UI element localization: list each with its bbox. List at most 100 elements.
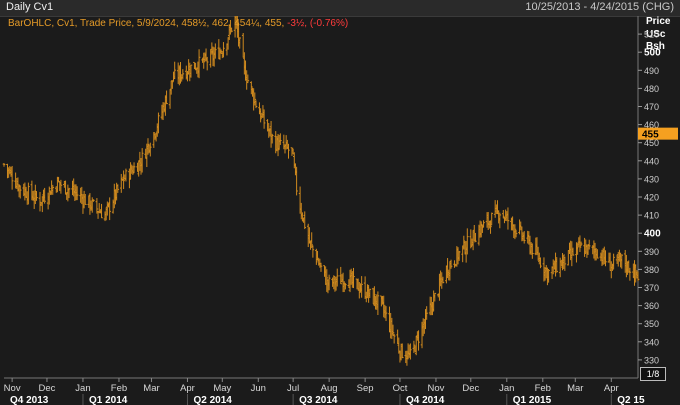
ohlc-bar <box>95 198 99 214</box>
y-tick-label: 500 <box>644 48 661 59</box>
legend-series-label: BarOHLC, Cv1, Trade Price, 5/9/2024, 458… <box>8 18 285 29</box>
ohlc-bar <box>319 262 323 272</box>
x-month-label: Aug <box>321 383 338 394</box>
y-tick-label: 480 <box>644 84 659 94</box>
ohlc-bar <box>514 230 518 238</box>
ohlc-bar <box>506 207 510 230</box>
x-month-label: Jan <box>75 383 90 394</box>
ohlc-bar <box>539 257 542 269</box>
last-price-label: 455 <box>642 130 659 141</box>
ohlc-bar <box>479 221 483 238</box>
ohlc-bar <box>108 197 111 221</box>
ohlc-bar <box>250 81 253 95</box>
y-tick-label: 430 <box>644 174 659 184</box>
ohlc-bar <box>43 187 46 204</box>
x-month-label: Sep <box>357 383 374 394</box>
ohlc-bar <box>489 220 492 234</box>
ohlc-bar <box>531 243 534 259</box>
chart-legend: BarOHLC, Cv1, Trade Price, 5/9/2024, 458… <box>8 18 348 29</box>
chart-window-title: Daily Cv1 <box>6 1 54 13</box>
ohlc-bar <box>344 283 347 290</box>
ohlc-bar <box>67 187 71 199</box>
ohlc-bar <box>303 211 307 230</box>
ohlc-bar <box>391 324 395 336</box>
x-quarter-label: Q1 2015 <box>513 395 552 405</box>
y-tick-label: 510 <box>644 30 659 40</box>
ohlc-bar <box>35 191 38 201</box>
ohlc-bar <box>433 292 437 302</box>
ohlc-bar <box>417 330 420 351</box>
ohlc-bar <box>214 43 217 59</box>
x-month-label: Feb <box>535 383 551 394</box>
ohlc-bar <box>259 108 262 123</box>
x-quarter-label: Q4 2014 <box>406 395 445 405</box>
x-month-label: Mar <box>143 383 159 394</box>
ohlc-bar <box>628 267 632 281</box>
ohlc-bar <box>230 27 233 33</box>
ohlc-bar <box>202 52 206 69</box>
ohlc-bar <box>400 343 404 359</box>
ohlc-bar <box>124 168 128 182</box>
ohlc-bar <box>295 166 298 196</box>
x-quarter-label: Q3 2014 <box>299 395 338 405</box>
axis-unit-bsh: Bsh <box>646 41 665 52</box>
ohlc-bar <box>222 42 225 58</box>
ohlc-bar <box>47 186 51 205</box>
ohlc-bar <box>59 179 63 194</box>
x-month-label: Nov <box>4 383 21 394</box>
x-month-label: Jun <box>251 383 266 394</box>
y-tick-label: 340 <box>644 337 659 347</box>
ohlc-bar <box>276 133 280 157</box>
last-price-tag <box>638 127 678 140</box>
ohlc-bar <box>122 170 125 190</box>
x-month-label: Apr <box>604 383 619 394</box>
ohlc-bar <box>604 250 607 267</box>
ohlc-bar <box>165 90 168 105</box>
ohlc-bar <box>502 209 505 219</box>
y-tick-label: 400 <box>644 229 661 240</box>
ohlc-bar <box>474 232 477 243</box>
ohlc-bar <box>571 247 575 256</box>
fraction-toggle-button[interactable]: 1/8 <box>640 367 666 381</box>
ohlc-bar <box>457 250 461 261</box>
ohlc-bar <box>238 37 242 49</box>
axis-unit-price: Price <box>646 16 671 27</box>
ohlc-bar <box>315 248 318 265</box>
ohlc-bar <box>132 162 136 173</box>
ohlc-bar <box>636 271 640 282</box>
x-quarter-label: Q1 2014 <box>89 395 128 405</box>
y-tick-label: 420 <box>644 193 659 203</box>
ohlc-bar <box>83 193 87 205</box>
ohlc-bar <box>490 212 493 226</box>
ohlc-bar <box>51 184 55 195</box>
ohlc-bar <box>279 133 282 145</box>
ohlc-bar <box>131 165 135 175</box>
ohlc-bar <box>612 253 615 270</box>
y-tick-label: 330 <box>644 355 659 365</box>
y-tick-label: 460 <box>644 120 659 130</box>
y-tick-label: 410 <box>644 211 659 221</box>
ohlc-bar <box>555 257 559 273</box>
ohlc-bar <box>270 133 274 144</box>
ohlc-bar <box>466 228 469 255</box>
ohlc-bar <box>116 184 120 193</box>
ohlc-bar <box>140 148 144 173</box>
ohlc-bar <box>10 165 14 190</box>
ohlc-bar <box>146 138 150 155</box>
ohlc-bar <box>262 109 266 129</box>
ohlc-bar <box>38 191 42 212</box>
ohlc-bar <box>522 231 526 244</box>
ohlc-bar <box>92 199 95 202</box>
ohlc-bar <box>157 112 160 134</box>
x-month-label: Apr <box>180 383 195 394</box>
ohlc-bar <box>587 239 591 250</box>
ohlc-bar <box>409 343 412 360</box>
x-month-label: Dec <box>39 383 56 394</box>
ohlc-bar <box>2 163 6 167</box>
x-month-label: Jan <box>499 383 514 394</box>
ohlc-bar <box>579 241 583 247</box>
ohlc-bar <box>620 254 624 269</box>
ohlc-bar <box>513 224 517 240</box>
price-chart[interactable]: 3303403503603703803904004104204304404504… <box>0 16 680 405</box>
ohlc-bar <box>441 276 445 284</box>
